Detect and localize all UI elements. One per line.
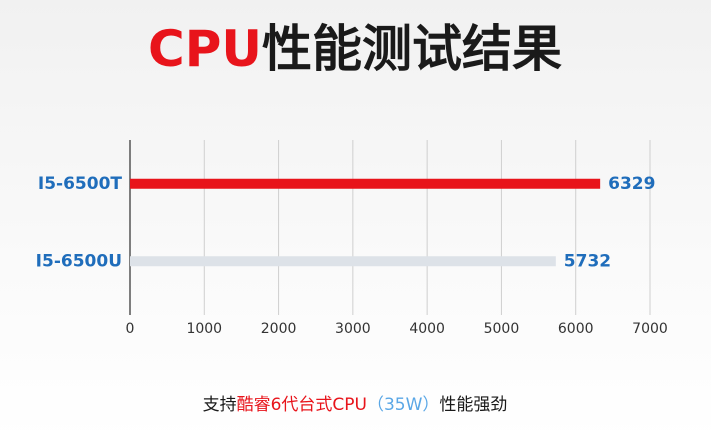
bar — [130, 256, 556, 267]
footnote-part: 支持 — [203, 395, 237, 415]
x-tick-label: 7000 — [632, 321, 668, 337]
y-tick-label: I5-6500U — [36, 251, 122, 271]
x-tick-label: 4000 — [409, 321, 445, 337]
chart-title: CPU性能测试结果 — [148, 20, 562, 78]
footnote-part: 性能强劲 — [439, 395, 507, 415]
x-tick-label: 1000 — [186, 321, 222, 337]
y-tick-label: I5-6500T — [38, 174, 123, 194]
title-part: 性能测试结果 — [262, 20, 562, 78]
x-tick-label: 3000 — [335, 321, 371, 337]
footnote-part: （35W） — [367, 395, 439, 415]
title-part: CPU — [148, 20, 262, 78]
x-tick-label: 2000 — [261, 321, 297, 337]
x-tick-label: 6000 — [558, 321, 594, 337]
bar — [130, 178, 601, 189]
x-tick-label: 0 — [126, 321, 135, 337]
value-label: 5732 — [564, 251, 611, 271]
footnote-part: 酷睿6代台式CPU — [237, 395, 367, 415]
x-tick-label: 5000 — [484, 321, 520, 337]
footnote: 支持酷睿6代台式CPU（35W）性能强劲 — [203, 395, 508, 415]
value-label: 6329 — [608, 174, 655, 194]
